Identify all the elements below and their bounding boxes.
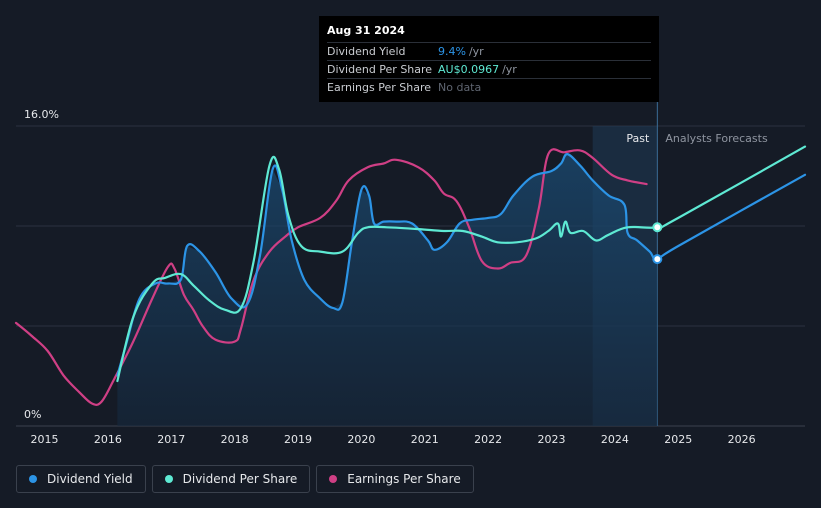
tooltip-unit: /yr	[468, 45, 484, 58]
x-axis-tick-label: 2024	[601, 433, 629, 446]
x-axis-tick-label: 2023	[538, 433, 566, 446]
dividend-yield-line	[116, 153, 807, 377]
legend-dot-icon	[329, 475, 338, 483]
forecast-label: Analysts Forecasts	[665, 132, 768, 145]
x-axis-tick-label: 2017	[157, 433, 185, 446]
legend-item-dividend-yield[interactable]: Dividend Yield	[16, 465, 146, 493]
axis-labels: 16.0% 0% 2015 2016 2017 2018 2019 2020 2021 2022 2…	[24, 108, 768, 446]
past-label: Past	[626, 132, 650, 145]
x-axis-tick-label: 2016	[94, 433, 122, 446]
tooltip-value: 9.4%	[438, 45, 466, 58]
legend-item-earnings-per-share[interactable]: Earnings Per Share	[316, 465, 474, 493]
legend: Dividend Yield Dividend Per Share Earnin…	[16, 465, 474, 493]
tooltip-label: Dividend Per Share	[327, 63, 433, 76]
tooltip-value: No data	[438, 81, 482, 94]
tooltip-row-earnings-per-share: Earnings Per Share No data	[327, 78, 651, 96]
dividend-yield-area	[117, 154, 658, 426]
tooltip-row-dividend-per-share: Dividend Per Share AU$0.0967/yr	[327, 60, 651, 78]
dividend-yield-marker	[652, 254, 663, 265]
series-lines	[14, 145, 807, 406]
tooltip-unit: /yr	[502, 63, 517, 76]
x-axis-tick-label: 2022	[474, 433, 502, 446]
legend-label: Dividend Per Share	[182, 472, 298, 486]
x-axis-tick-label: 2020	[347, 433, 375, 446]
legend-label: Dividend Yield	[47, 472, 133, 486]
tooltip-value: AU$0.0967	[438, 63, 500, 76]
y-axis-tick-label: 16.0%	[24, 108, 59, 121]
tooltip: Aug 31 2024 Dividend Yield 9.4%/yr Divid…	[319, 16, 659, 102]
dividend-per-share-marker	[652, 222, 663, 233]
tooltip-date: Aug 31 2024	[327, 24, 405, 37]
x-axis-tick-label: 2026	[728, 433, 756, 446]
legend-dot-icon	[164, 475, 173, 483]
legend-item-dividend-per-share[interactable]: Dividend Per Share	[151, 465, 311, 493]
x-axis-tick-label: 2025	[664, 433, 692, 446]
y-axis-tick-label: 0%	[24, 408, 41, 421]
x-axis-tick-label: 2015	[31, 433, 59, 446]
area-shading	[117, 100, 658, 426]
x-axis-tick-label: 2019	[284, 433, 312, 446]
data-markers	[652, 222, 663, 265]
x-axis-tick-label: 2018	[221, 433, 249, 446]
legend-dot-icon	[29, 475, 37, 483]
legend-label: Earnings Per Share	[347, 472, 461, 486]
tooltip-label: Dividend Yield	[327, 45, 406, 58]
dividend-per-share-line	[116, 145, 807, 383]
tooltip-label: Earnings Per Share	[327, 81, 432, 94]
x-axis-tick-label: 2021	[411, 433, 439, 446]
tooltip-row-dividend-yield: Dividend Yield 9.4%/yr	[327, 42, 651, 60]
